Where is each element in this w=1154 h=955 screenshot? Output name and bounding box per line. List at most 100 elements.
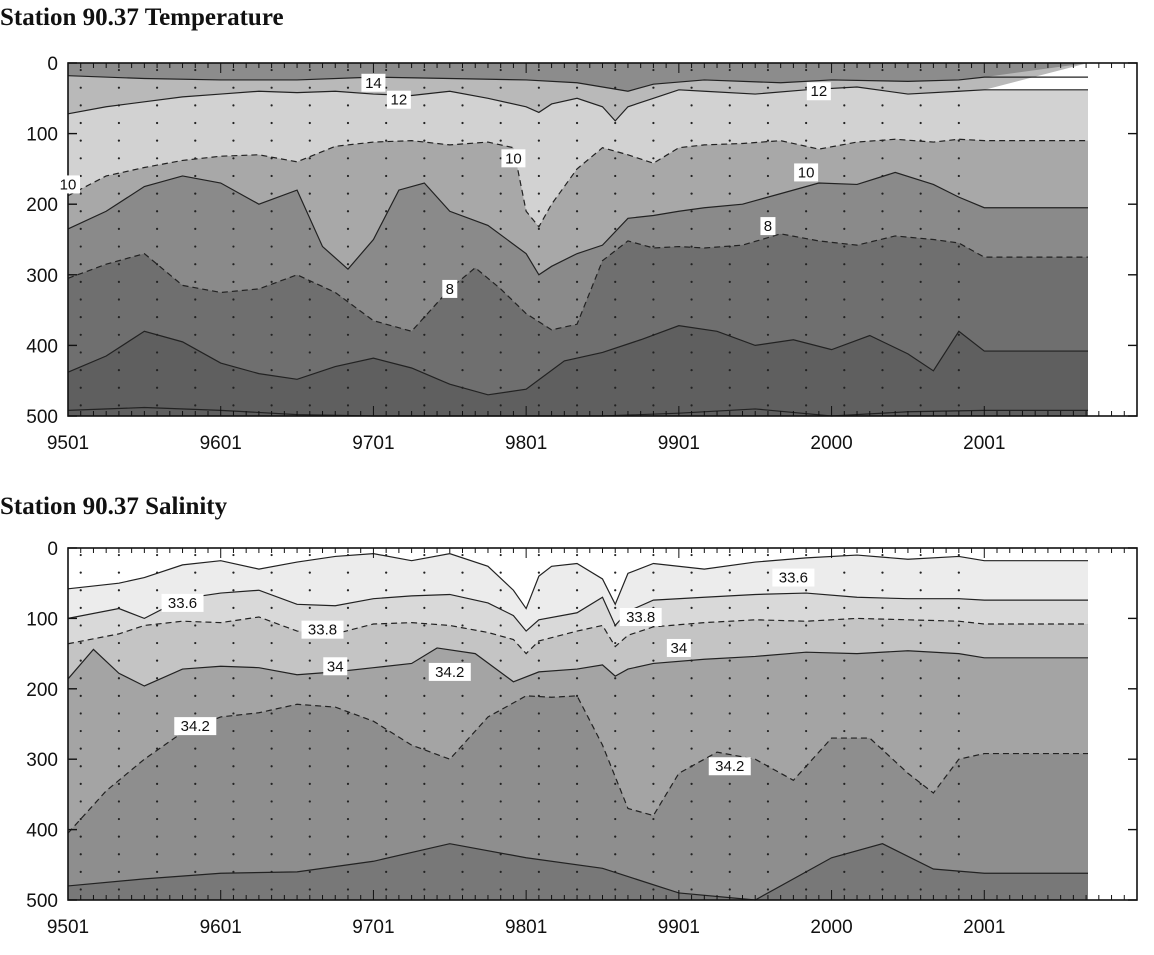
salinity-sample-dot bbox=[881, 659, 884, 662]
temperature-sample-dot bbox=[957, 192, 960, 195]
temperature-sample-dot bbox=[155, 316, 159, 319]
salinity-sample-dot bbox=[957, 659, 960, 662]
salinity-sample-dot bbox=[575, 729, 579, 733]
salinity-sample-dot bbox=[652, 817, 655, 821]
temperature-sample-dot bbox=[308, 121, 311, 125]
salinity-sample-dot bbox=[957, 765, 960, 768]
salinity-sample-dot bbox=[537, 817, 540, 821]
salinity-x-tick-label: 9801 bbox=[505, 917, 547, 938]
temperature-sample-dot bbox=[614, 245, 617, 248]
salinity-sample-dot bbox=[308, 712, 311, 715]
salinity-sample-dot bbox=[652, 694, 655, 697]
salinity-sample-dot bbox=[766, 729, 770, 733]
temperature-sample-dot bbox=[652, 404, 655, 407]
temperature-sample-dot bbox=[805, 157, 808, 160]
salinity-sample-dot bbox=[614, 870, 617, 873]
temperature-sample-dot bbox=[308, 404, 311, 407]
salinity-sample-dot bbox=[270, 659, 273, 662]
temperature-sample-dot bbox=[308, 263, 311, 266]
salinity-sample-dot bbox=[308, 606, 311, 609]
temperature-sample-dot bbox=[575, 369, 579, 372]
temperature-sample-dot bbox=[575, 298, 579, 301]
temperature-sample-dot bbox=[499, 245, 502, 248]
salinity-sample-dot bbox=[652, 677, 655, 680]
temperature-sample-dot bbox=[919, 404, 922, 407]
temperature-sample-dot bbox=[194, 192, 197, 195]
temperature-sample-dot bbox=[728, 86, 731, 89]
salinity-sample-dot bbox=[690, 571, 693, 574]
temperature-sample-dot bbox=[575, 404, 579, 407]
temperature-sample-dot bbox=[614, 333, 617, 336]
salinity-sample-dot bbox=[690, 800, 693, 803]
salinity-sample-dot bbox=[805, 606, 808, 609]
temperature-sample-dot bbox=[843, 351, 846, 354]
salinity-sample-dot bbox=[805, 641, 808, 645]
salinity-sample-dot bbox=[690, 659, 693, 662]
salinity-sample-dot bbox=[575, 641, 579, 645]
salinity-sample-dot bbox=[957, 589, 960, 592]
temperature-sample-dot bbox=[155, 86, 159, 89]
salinity-sample-dot bbox=[728, 835, 731, 838]
salinity-sample-dot bbox=[232, 800, 235, 803]
temperature-x-tick-label: 9801 bbox=[505, 433, 547, 454]
salinity-sample-dot bbox=[346, 747, 350, 750]
temperature-sample-dot bbox=[79, 404, 82, 407]
temperature-sample-dot bbox=[346, 139, 350, 142]
salinity-sample-dot bbox=[346, 641, 350, 645]
salinity-sample-dot bbox=[690, 835, 693, 838]
temperature-sample-dot bbox=[155, 227, 159, 231]
salinity-sample-dot bbox=[270, 888, 273, 891]
temperature-sample-dot bbox=[308, 369, 311, 372]
temperature-sample-dot bbox=[575, 86, 579, 89]
salinity-sample-dot bbox=[346, 782, 350, 785]
salinity-sample-dot bbox=[690, 606, 693, 609]
temperature-contour-label-bg bbox=[56, 175, 80, 194]
salinity-sample-dot bbox=[461, 694, 464, 697]
salinity-sample-dot bbox=[499, 712, 502, 715]
salinity-sample-dot bbox=[155, 870, 159, 873]
salinity-sample-dot bbox=[232, 888, 235, 891]
temperature-sample-dot bbox=[957, 263, 960, 266]
temperature-sample-dot bbox=[957, 139, 960, 142]
salinity-sample-dot bbox=[155, 624, 159, 627]
temperature-sample-dot bbox=[79, 280, 82, 283]
temperature-sample-dot bbox=[270, 157, 273, 160]
salinity-sample-dot bbox=[423, 677, 426, 680]
temperature-sample-dot bbox=[232, 121, 235, 125]
temperature-sample-dot bbox=[919, 157, 922, 160]
temperature-sample-dot bbox=[385, 351, 388, 354]
salinity-sample-dot bbox=[461, 853, 464, 856]
salinity-sample-dot bbox=[232, 817, 235, 821]
temperature-sample-dot bbox=[728, 386, 731, 389]
salinity-sample-dot bbox=[766, 817, 770, 821]
salinity-sample-dot bbox=[461, 712, 464, 715]
temperature-sample-dot bbox=[194, 121, 197, 125]
temperature-sample-dot bbox=[461, 104, 464, 107]
salinity-fill-band-5 bbox=[68, 695, 1088, 900]
temperature-sample-dot bbox=[270, 68, 273, 72]
temperature-sample-dot bbox=[805, 404, 808, 407]
salinity-sample-dot bbox=[385, 571, 388, 574]
temperature-sample-dot bbox=[155, 351, 159, 354]
temperature-sample-dot bbox=[499, 86, 502, 89]
salinity-sample-dot bbox=[270, 835, 273, 838]
temperature-fill-hot-band bbox=[68, 63, 1088, 92]
salinity-sample-dot bbox=[117, 659, 121, 662]
salinity-sample-dot bbox=[690, 729, 693, 733]
temperature-sample-dot bbox=[728, 333, 731, 336]
salinity-sample-dot bbox=[308, 729, 311, 733]
temperature-sample-dot bbox=[537, 121, 540, 125]
salinity-sample-dot bbox=[385, 888, 388, 891]
temperature-no-data-region bbox=[1088, 63, 1137, 416]
salinity-sample-dot bbox=[843, 765, 846, 768]
temperature-sample-dot bbox=[499, 139, 502, 142]
temperature-sample-dot bbox=[499, 404, 502, 407]
temperature-y-tick-label: 500 bbox=[26, 407, 58, 428]
temperature-sample-dot bbox=[652, 245, 655, 248]
temperature-sample-dot bbox=[385, 104, 388, 107]
temperature-sample-dot bbox=[766, 298, 770, 301]
temperature-sample-dot bbox=[805, 298, 808, 301]
temperature-sample-dot bbox=[308, 227, 311, 231]
temperature-sample-dot bbox=[232, 227, 235, 231]
